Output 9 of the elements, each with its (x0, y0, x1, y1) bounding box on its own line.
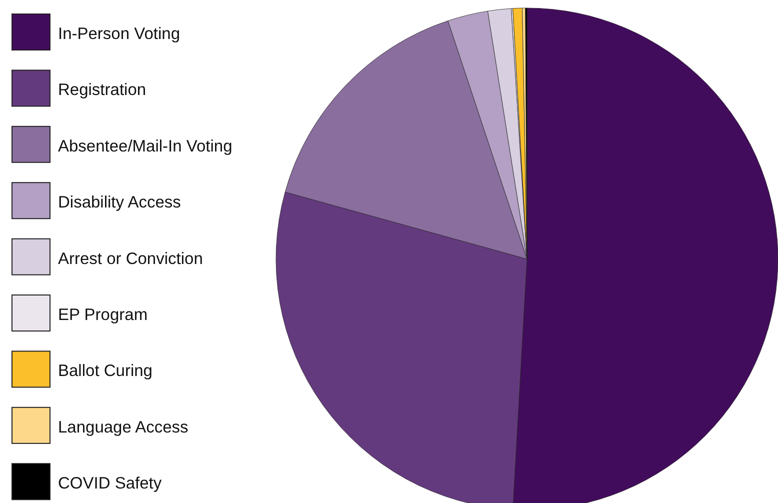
legend-label: Absentee/Mail-In Voting (58, 137, 232, 156)
legend-label: In-Person Voting (58, 25, 180, 43)
legend-label: Arrest or Conviction (58, 250, 203, 268)
legend-label: EP Program (58, 306, 148, 324)
legend-label: Ballot Curing (58, 362, 152, 380)
legend-label: Language Access (58, 418, 188, 436)
legend-label: Registration (58, 81, 146, 100)
legend-label: Disability Access (58, 194, 181, 212)
legend-label: COVID Safety (58, 474, 162, 493)
